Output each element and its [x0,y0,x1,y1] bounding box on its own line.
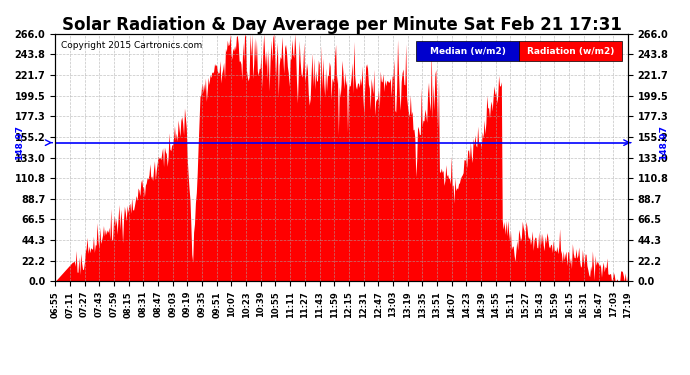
Text: 148.97: 148.97 [14,125,23,160]
FancyBboxPatch shape [519,41,622,61]
Text: Copyright 2015 Cartronics.com: Copyright 2015 Cartronics.com [61,41,202,50]
FancyBboxPatch shape [416,41,519,61]
Text: 148.97: 148.97 [660,125,669,160]
Text: Median (w/m2): Median (w/m2) [430,46,506,56]
Title: Solar Radiation & Day Average per Minute Sat Feb 21 17:31: Solar Radiation & Day Average per Minute… [61,16,622,34]
Text: Radiation (w/m2): Radiation (w/m2) [527,46,614,56]
